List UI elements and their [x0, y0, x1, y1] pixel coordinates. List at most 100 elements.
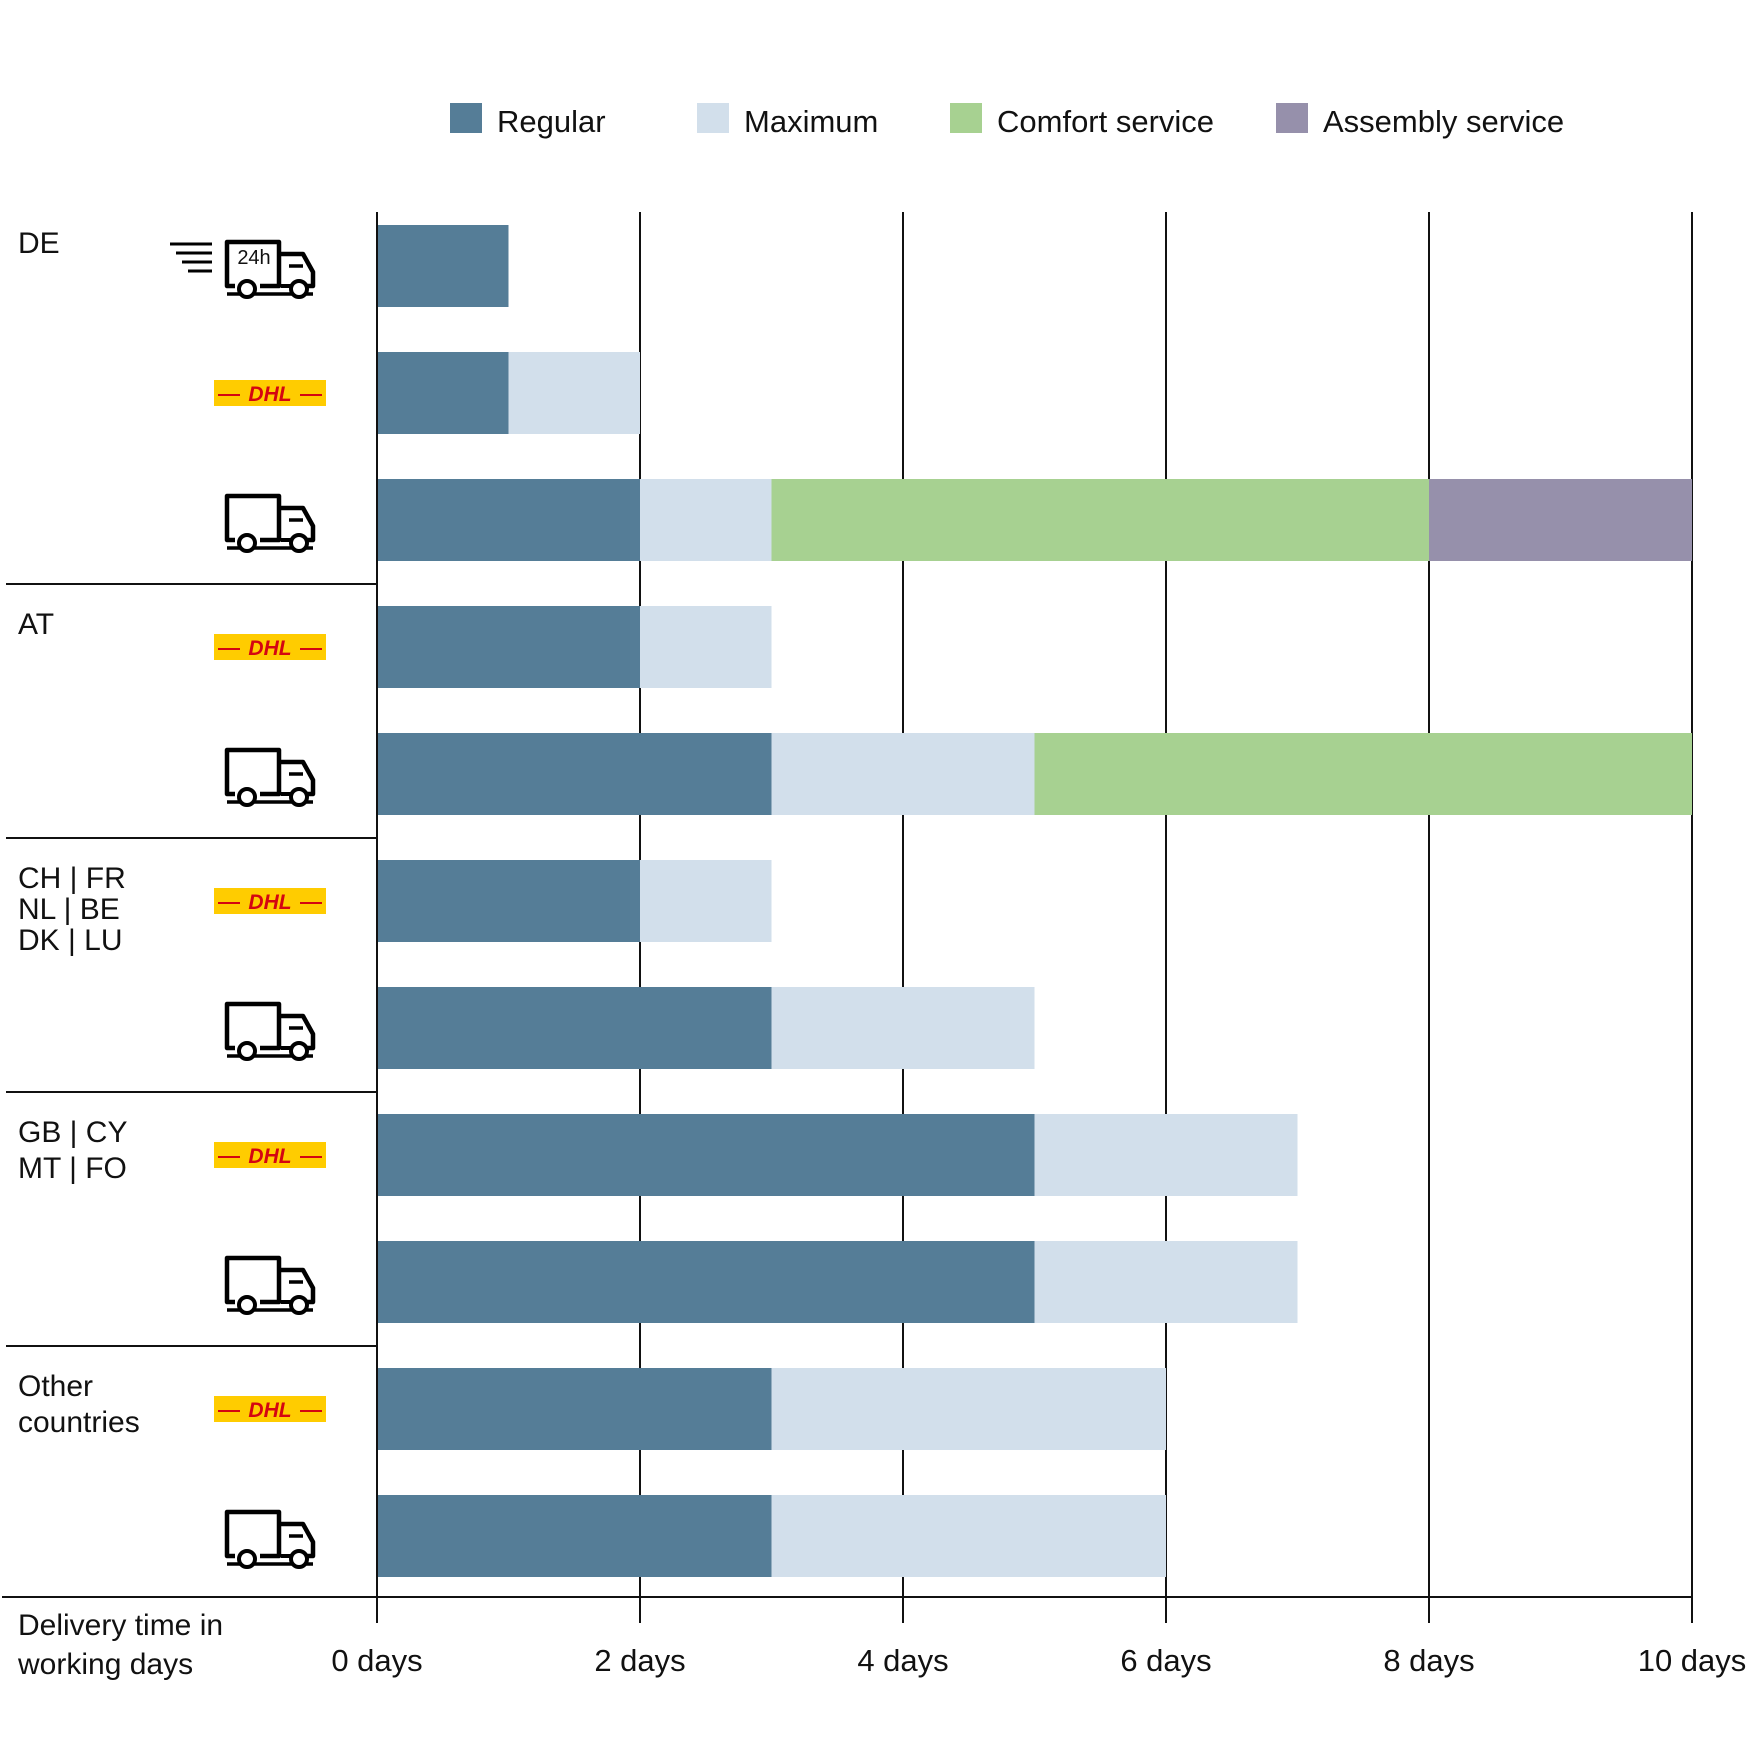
bar-segment-maximum: [1034, 1241, 1298, 1323]
bar-segment-maximum: [640, 860, 772, 942]
group-label-line: countries: [18, 1406, 140, 1439]
bar-segment-regular: [377, 987, 772, 1069]
truck-wheel: [289, 279, 309, 299]
dhl-logo: DHL: [214, 888, 326, 914]
group-separators: [6, 583, 377, 1347]
x-tick-label: 8 days: [1383, 1643, 1474, 1678]
x-axis-title-line: working days: [17, 1648, 193, 1681]
legend-label-regular: Regular: [497, 104, 606, 139]
bar-segment-regular: [377, 479, 640, 561]
group-label-line: DE: [18, 227, 60, 260]
truck-wheel: [237, 1295, 257, 1315]
truck-icon: [224, 493, 316, 553]
dhl-logo: DHL: [214, 1396, 326, 1422]
x-tick-label: 4 days: [857, 1643, 948, 1678]
legend-swatch-maximum: [697, 103, 729, 133]
bar-segment-maximum: [771, 987, 1035, 1069]
bar-segment-regular: [377, 1241, 1035, 1323]
bar-segment-regular: [377, 1368, 772, 1450]
bar-segment-regular: [377, 606, 640, 688]
dhl-logo-text: DHL: [248, 1399, 291, 1422]
dhl-logo-text: DHL: [248, 891, 291, 914]
truck-wheel: [289, 787, 309, 807]
truck-wheel: [289, 1549, 309, 1569]
bar-segment-regular: [377, 733, 772, 815]
truck-cargo-box: [224, 1255, 282, 1305]
truck-cab: [279, 251, 316, 289]
legend-swatch-assembly: [1276, 103, 1308, 133]
bar-segment-maximum: [640, 606, 772, 688]
bar-segment-regular: [377, 1114, 1035, 1196]
truck-icon: [224, 1255, 316, 1315]
bar-segment-regular: [377, 860, 640, 942]
dhl-logo: DHL: [214, 1142, 326, 1168]
dhl-logo: DHL: [214, 634, 326, 660]
truck-icon: [224, 1509, 316, 1569]
bar-segment-regular: [377, 225, 509, 307]
legend-label-maximum: Maximum: [744, 104, 878, 139]
x-tick-label: 2 days: [594, 1643, 685, 1678]
truck-cargo-box: [224, 747, 282, 797]
group-label-line: CH | FR: [18, 862, 126, 895]
bars: [377, 225, 1692, 1577]
dhl-logo-text: DHL: [248, 1145, 291, 1168]
dhl-logo-text: DHL: [248, 383, 291, 406]
legend: Regular Maximum Comfort service Assembly se…: [450, 103, 1564, 139]
x-tick-label: 0 days: [331, 1643, 422, 1678]
legend-label-assembly: Assembly service: [1323, 104, 1564, 139]
legend-label-comfort: Comfort service: [997, 104, 1214, 139]
truck-cargo-box: [224, 239, 282, 289]
legend-swatch-comfort: [950, 103, 982, 133]
truck-icon: [224, 1001, 316, 1061]
group-label-line: AT: [18, 608, 54, 641]
group-label-line: Other: [18, 1370, 93, 1403]
truck-cab: [279, 1521, 316, 1559]
bar-segment-regular: [377, 1495, 772, 1577]
dhl-logo-background: [214, 888, 326, 914]
legend-swatch-regular: [450, 103, 482, 133]
truck-wheel: [237, 1549, 257, 1569]
dhl-logo-background: [214, 1396, 326, 1422]
truck-cargo-box: [224, 493, 282, 543]
bar-segment-maximum: [771, 1495, 1166, 1577]
group-label-line: GB | CY: [18, 1116, 127, 1149]
truck-wheel: [237, 533, 257, 553]
express-label: 24h: [237, 247, 270, 269]
bar-segment-maximum: [508, 352, 640, 434]
row-icons: 24h DHL DHL DHL DHL DHL: [170, 239, 326, 1569]
dhl-logo: DHL: [214, 380, 326, 406]
bar-segment-comfort: [771, 479, 1429, 561]
dhl-logo-background: [214, 380, 326, 406]
bar-segment-regular: [377, 352, 509, 434]
group-label-line: NL | BE: [18, 893, 120, 926]
bar-segment-maximum: [1034, 1114, 1298, 1196]
truck-cab: [279, 1013, 316, 1051]
x-axis: 0 days 2 days 4 days 6 days 8 days 10 days Del…: [2, 212, 1746, 1681]
truck-wheel: [289, 533, 309, 553]
bar-segment-maximum: [640, 479, 772, 561]
bar-segment-assembly: [1429, 479, 1692, 561]
truck-cargo-box: [224, 1001, 282, 1051]
dhl-logo-text: DHL: [248, 637, 291, 660]
dhl-logo-background: [214, 1142, 326, 1168]
x-axis-title-line: Delivery time in: [18, 1609, 223, 1642]
group-label-line: MT | FO: [18, 1152, 127, 1185]
truck-wheel: [289, 1041, 309, 1061]
bar-segment-maximum: [771, 733, 1035, 815]
truck-wheel: [237, 279, 257, 299]
truck-wheel: [237, 787, 257, 807]
truck-cab: [279, 1267, 316, 1305]
bar-segment-maximum: [771, 1368, 1166, 1450]
x-tick-label: 6 days: [1120, 1643, 1211, 1678]
truck-wheel: [237, 1041, 257, 1061]
truck-cab: [279, 759, 316, 797]
express-24h-truck-icon: 24h: [170, 239, 316, 299]
truck-icon: [224, 747, 316, 807]
truck-wheel: [289, 1295, 309, 1315]
x-tick-label: 10 days: [1638, 1643, 1747, 1678]
dhl-logo-background: [214, 634, 326, 660]
truck-cab: [279, 505, 316, 543]
truck-cargo-box: [224, 1509, 282, 1559]
